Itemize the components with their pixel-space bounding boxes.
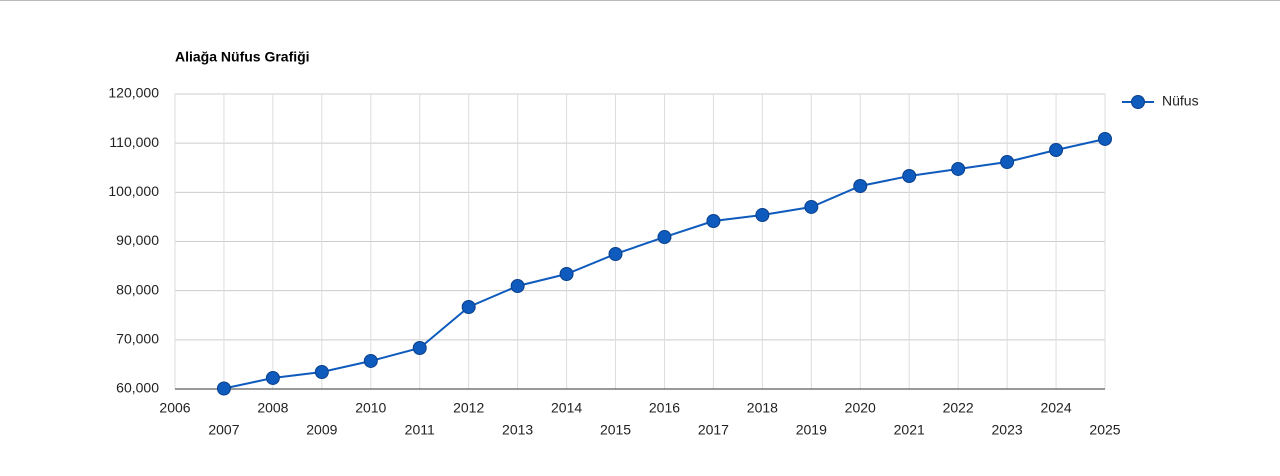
point (902, 169, 917, 184)
point (314, 364, 329, 379)
point (265, 370, 280, 385)
point (216, 381, 231, 396)
x-tick-label: 2017 (698, 422, 729, 438)
x-tick-label: 2016 (649, 400, 680, 416)
point (657, 230, 672, 245)
y-tick-label: 60,000 (116, 380, 159, 396)
point (461, 299, 476, 314)
x-tick-label: 2008 (257, 400, 288, 416)
point (1098, 131, 1112, 146)
point (804, 199, 819, 214)
point (559, 266, 574, 281)
point (1000, 154, 1015, 169)
x-tick-label: 2021 (894, 422, 925, 438)
x-tick-label: 2020 (845, 400, 876, 416)
x-tick-label: 2022 (943, 400, 974, 416)
x-tick-label: 2023 (992, 422, 1023, 438)
legend-label: Nüfus (1162, 93, 1199, 109)
x-tick-label: 2007 (208, 422, 239, 438)
x-tick-label: 2015 (600, 422, 631, 438)
y-tick-label: 110,000 (109, 134, 159, 150)
y-tick-label: 120,000 (108, 85, 159, 101)
point (853, 178, 868, 193)
x-tick-label: 2009 (306, 422, 337, 438)
x-tick-label: 2014 (551, 400, 582, 416)
x-tick-label: 2006 (159, 400, 190, 416)
point (951, 161, 966, 176)
point (363, 353, 378, 368)
point (412, 340, 427, 355)
y-tick-label: 100,000 (108, 183, 159, 199)
point (608, 246, 623, 261)
point (706, 213, 721, 228)
x-tick-label: 2012 (453, 400, 484, 416)
x-tick-label: 2019 (796, 422, 827, 438)
legend-marker (1131, 95, 1145, 109)
point (510, 278, 525, 293)
x-tick-label: 2011 (405, 422, 435, 438)
x-tick-label: 2010 (355, 400, 386, 416)
point (1049, 143, 1064, 158)
x-tick-label: 2018 (747, 400, 778, 416)
point (755, 207, 770, 222)
x-tick-label: 2024 (1040, 400, 1071, 416)
x-tick-label: 2013 (502, 422, 533, 438)
y-tick-label: 90,000 (116, 232, 159, 248)
chart-title: Aliağa Nüfus Grafiği (175, 49, 310, 65)
x-tick-label: 2025 (1089, 422, 1120, 438)
y-tick-label: 70,000 (116, 331, 159, 347)
y-tick-label: 80,000 (116, 281, 159, 297)
